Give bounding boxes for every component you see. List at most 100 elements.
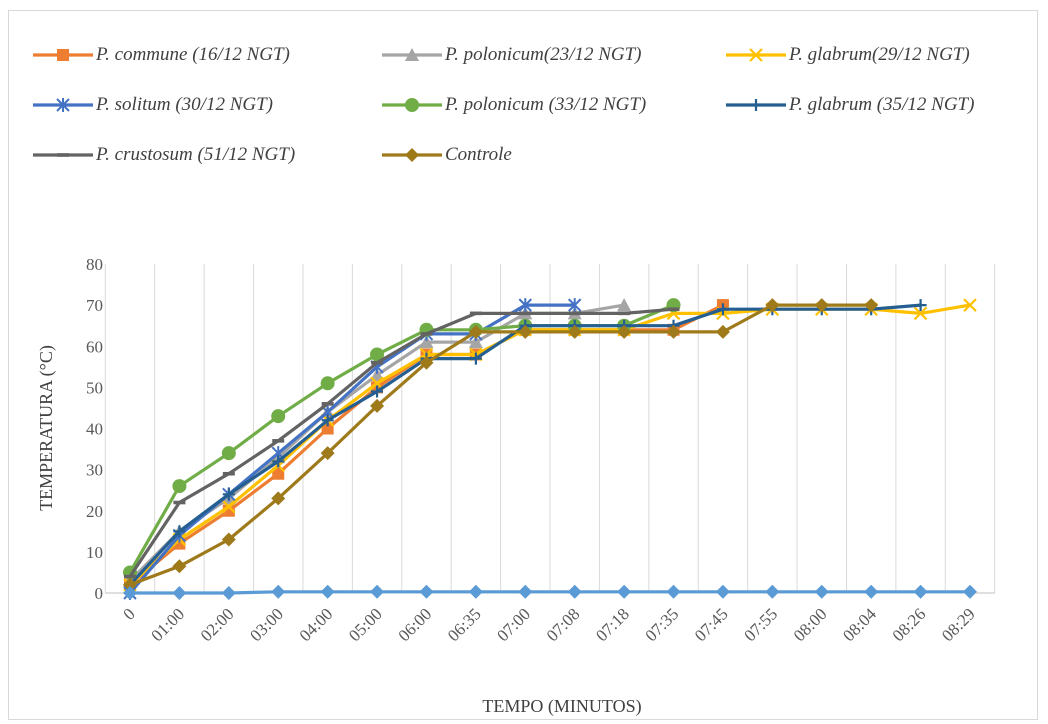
legend-label: P. polonicum(23/12 NGT) bbox=[445, 44, 642, 65]
legend-item-p-glabrum-29: P. glabrum(29/12 NGT) bbox=[724, 40, 970, 70]
data-point bbox=[124, 574, 136, 579]
data-point bbox=[468, 324, 483, 339]
data-point bbox=[222, 499, 236, 514]
data-point bbox=[57, 153, 69, 157]
series-2 bbox=[123, 298, 632, 587]
data-point bbox=[370, 398, 385, 413]
data-point bbox=[568, 311, 581, 316]
data-point bbox=[715, 324, 730, 339]
data-point bbox=[271, 491, 286, 506]
data-point bbox=[667, 307, 680, 312]
data-point bbox=[666, 584, 681, 599]
data-point bbox=[57, 49, 69, 61]
y-tick-label: 30 bbox=[86, 461, 103, 480]
legend-item-p-commune-16: P. commune (16/12 NGT) bbox=[31, 40, 290, 70]
data-point bbox=[567, 584, 582, 599]
legend-swatch bbox=[33, 98, 93, 112]
legend-label: P. solitum (30/12 NGT) bbox=[96, 94, 274, 115]
series-7 bbox=[124, 307, 680, 579]
data-point bbox=[123, 577, 137, 592]
legend-label: P. commune (16/12 NGT) bbox=[96, 44, 290, 65]
data-point bbox=[567, 298, 582, 313]
x-tick-label: 08:04 bbox=[839, 604, 880, 645]
series-line bbox=[128, 307, 676, 579]
data-point bbox=[321, 402, 334, 406]
data-point bbox=[320, 376, 335, 391]
data-point bbox=[271, 409, 286, 424]
data-point bbox=[963, 298, 977, 312]
data-point bbox=[405, 98, 419, 112]
data-point bbox=[371, 360, 384, 365]
data-point bbox=[272, 455, 285, 468]
x-tick-label: 08:00 bbox=[790, 604, 831, 645]
chart-frame bbox=[8, 10, 1038, 720]
x-tick-label: 06:35 bbox=[444, 604, 485, 645]
legend-label: P. glabrum (35/12 NGT) bbox=[789, 94, 975, 115]
data-point bbox=[518, 324, 533, 339]
data-point bbox=[371, 385, 384, 398]
x-tick-label: 07:45 bbox=[691, 604, 732, 645]
data-point bbox=[272, 467, 285, 480]
legend-item-p-glabrum-35: P. glabrum (35/12 NGT) bbox=[724, 90, 974, 120]
data-point bbox=[617, 584, 632, 599]
y-tick-label: 40 bbox=[86, 420, 103, 439]
data-point bbox=[419, 355, 434, 370]
data-point bbox=[914, 299, 927, 312]
data-point bbox=[913, 584, 928, 599]
legend-swatch bbox=[382, 48, 442, 61]
x-tick-label: 08:29 bbox=[938, 604, 979, 645]
data-point bbox=[320, 446, 335, 461]
legend-item-p-polonicum-23: P. polonicum(23/12 NGT) bbox=[380, 40, 642, 70]
x-tick-label: 07:18 bbox=[592, 604, 633, 645]
y-axis-ticks: 0 10 20 30 40 50 60 70 80 bbox=[86, 255, 103, 603]
data-point bbox=[749, 48, 763, 62]
legend-swatch bbox=[33, 153, 93, 157]
series-6 bbox=[124, 299, 927, 591]
data-point bbox=[173, 500, 186, 505]
data-point bbox=[172, 479, 187, 494]
data-point bbox=[716, 303, 729, 316]
data-point bbox=[617, 324, 632, 339]
x-tick-label: 07:00 bbox=[493, 604, 534, 645]
x-tick-label: 07:35 bbox=[642, 604, 683, 645]
x-tick-label: 07:55 bbox=[740, 604, 781, 645]
data-point bbox=[765, 584, 780, 599]
y-tick-label: 50 bbox=[86, 378, 103, 397]
data-point bbox=[321, 422, 334, 435]
data-point bbox=[222, 471, 235, 476]
legend-label: Controle bbox=[445, 144, 512, 165]
data-point bbox=[173, 525, 186, 538]
data-point bbox=[814, 584, 829, 599]
data-point bbox=[519, 311, 532, 316]
data-point bbox=[370, 584, 385, 599]
data-point bbox=[370, 347, 385, 362]
legend-swatch bbox=[33, 49, 93, 61]
legend-label: P. polonicum (33/12 NGT) bbox=[445, 94, 647, 115]
data-point bbox=[765, 298, 780, 313]
series-line bbox=[128, 590, 972, 595]
series-9 bbox=[123, 584, 977, 600]
data-point bbox=[518, 298, 533, 313]
y-tick-label: 60 bbox=[86, 337, 103, 356]
data-point bbox=[172, 559, 187, 574]
data-point bbox=[468, 584, 483, 599]
y-axis-title: TEMPERATURA (°C) bbox=[36, 345, 57, 511]
data-point bbox=[419, 584, 434, 599]
data-point bbox=[320, 584, 335, 599]
y-tick-label: 20 bbox=[86, 502, 103, 521]
data-point bbox=[469, 311, 482, 316]
data-point bbox=[864, 584, 879, 599]
x-tick-label: 05:00 bbox=[345, 604, 386, 645]
x-axis-ticks: 0 01:00 02:00 03:00 04:00 05:00 06:00 06:35 07:0… bbox=[119, 604, 978, 645]
legend-label: P. glabrum(29/12 NGT) bbox=[789, 44, 970, 65]
legend-item-p-solitum-30: P. solitum (30/12 NGT) bbox=[31, 90, 273, 120]
data-point bbox=[221, 532, 236, 547]
x-tick-label: 01:00 bbox=[147, 604, 188, 645]
legend-item-p-crustosum-51: P. crustosum (51/12 NGT) bbox=[31, 140, 295, 170]
data-point bbox=[814, 298, 829, 313]
legend-swatch bbox=[726, 48, 786, 62]
data-point bbox=[913, 306, 928, 321]
legend-item-controle: Controle bbox=[380, 140, 512, 170]
x-tick-label: 0 bbox=[119, 604, 138, 623]
data-point bbox=[271, 584, 286, 599]
